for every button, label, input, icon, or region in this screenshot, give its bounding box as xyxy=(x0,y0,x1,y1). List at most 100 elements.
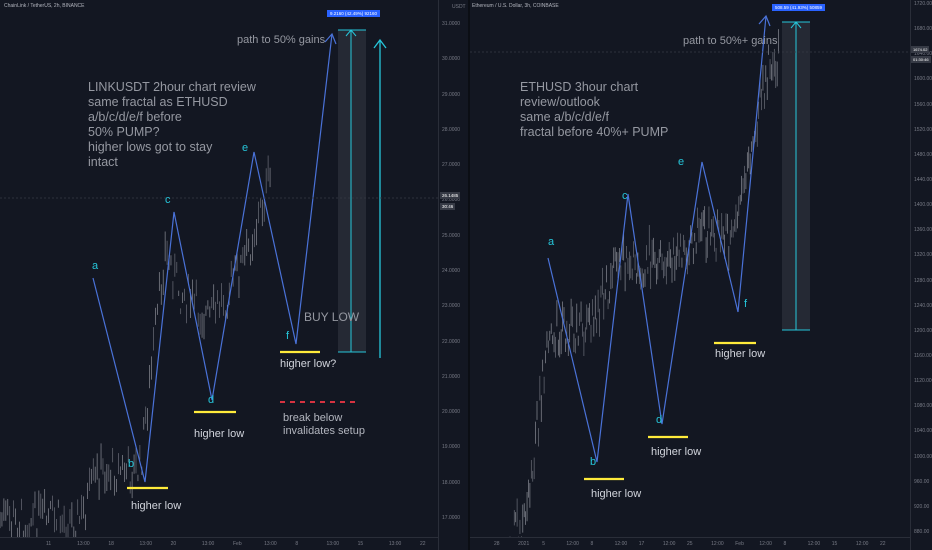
left-wave-f: f xyxy=(286,330,290,342)
time-tick: 12:00 xyxy=(759,541,772,547)
price-tick: 1600.00 xyxy=(914,76,932,83)
price-tick: 22.0000 xyxy=(442,338,461,345)
price-tick: 20.0000 xyxy=(442,409,461,416)
time-tick: 13:00 xyxy=(201,541,215,547)
left-candles xyxy=(0,155,271,550)
right-wave-d: d xyxy=(656,414,663,426)
left-path-note: path to 50% gains xyxy=(237,34,326,46)
ethusd-chart-pane[interactable]: Ethereum / U.S. Dollar, 3h, COINBASE ETH… xyxy=(470,0,910,550)
price-tick: 1160.00 xyxy=(914,353,932,359)
left-ticker-label: ChainLink / TetherUS, 2h, BINANCE xyxy=(4,3,85,9)
time-tick: 12:00 xyxy=(566,541,579,547)
price-tick: 23.0000 xyxy=(442,303,461,310)
time-tick: 13:00 xyxy=(264,541,277,547)
right-wave-b: b xyxy=(590,456,597,468)
price-tick: 960.00 xyxy=(914,478,930,485)
price-tick: 1640.00 xyxy=(914,51,932,58)
price-tick: 1360.00 xyxy=(914,227,932,234)
price-tick: 1200.00 xyxy=(914,327,932,334)
price-tick: 1480.00 xyxy=(914,151,932,158)
price-tick: 21.0000 xyxy=(442,373,461,380)
right-ticker-label: Ethereum / U.S. Dollar, 3h, COINBASE xyxy=(472,3,559,9)
left-wave-e: e xyxy=(242,142,249,154)
price-tick: 24.0000 xyxy=(442,268,461,274)
time-tick: 2021 xyxy=(518,541,530,547)
price-tick: 17.0000 xyxy=(442,515,461,521)
time-tick: 11 xyxy=(46,541,52,547)
left-wave-line xyxy=(92,33,333,483)
pane-divider[interactable] xyxy=(468,0,470,550)
right-time-axis[interactable]: 28 2021 5 12:00 8 12:00 17 12:00 25 12:00 Feb 12:00… xyxy=(470,537,910,550)
right-wave-c: c xyxy=(622,190,628,202)
left-price-axis[interactable]: 31.0000 30.0000 29.0000 28.0000 27.0000 26.00… xyxy=(438,0,469,550)
price-tick: 25.0000 xyxy=(442,232,461,239)
right-wave-f: f xyxy=(744,298,748,310)
right-wave-a: a xyxy=(548,236,555,248)
price-tick: 18.0000 xyxy=(442,479,461,486)
time-tick: 12:00 xyxy=(855,541,869,547)
right-price-box: 508.59 (41.93%) 50859 xyxy=(772,4,826,11)
left-current-price-tag: 26.1485 xyxy=(440,192,461,199)
linkusdt-chart-pane[interactable]: ChainLink / TetherUS, 2h, BINANCE LINKUS… xyxy=(0,0,438,550)
price-tick: 19.0000 xyxy=(442,444,461,451)
time-tick: 22 xyxy=(420,541,426,547)
left-break-note: break below invalidates setup xyxy=(283,412,365,437)
right-higher-low-label-2: higher low xyxy=(651,446,702,458)
time-tick: 13:00 xyxy=(388,541,402,547)
left-wave-c: c xyxy=(165,194,171,206)
price-tick: 1560.00 xyxy=(914,101,932,108)
time-tick: 13:00 xyxy=(326,541,340,547)
price-tick: 920.00 xyxy=(914,503,930,510)
left-title-note: LINKUSDT 2hour chart review same fractal… xyxy=(88,80,256,169)
price-tick: 1320.00 xyxy=(914,252,932,259)
price-tick: 1520.00 xyxy=(914,126,932,133)
right-price-axis[interactable]: 1720.00 1680.00 1640.00 1600.00 1560.00 1520.… xyxy=(910,0,932,550)
right-wave-line xyxy=(547,15,767,463)
left-higher-low-label-2: higher low xyxy=(194,428,245,440)
left-wave-a: a xyxy=(92,260,99,272)
price-tick: 1440.00 xyxy=(914,177,932,183)
price-tick: 26.0000 xyxy=(442,197,461,204)
price-tick: 31.0000 xyxy=(442,21,461,27)
time-tick: 18 xyxy=(108,541,114,547)
time-tick: 8 xyxy=(590,541,594,547)
time-tick: 12:00 xyxy=(662,541,676,547)
time-tick: 5 xyxy=(542,541,546,547)
time-tick: 13:00 xyxy=(139,541,153,547)
right-current-price-tag: 1674.02 xyxy=(911,46,930,53)
time-tick: Feb xyxy=(735,541,744,547)
right-higher-low-label-1: higher low xyxy=(591,488,642,500)
time-tick: 12:00 xyxy=(614,541,628,547)
left-measure-box xyxy=(338,30,366,352)
time-tick: 22 xyxy=(880,541,886,547)
left-wave-d: d xyxy=(208,394,215,406)
price-tick: 1040.00 xyxy=(914,428,932,435)
right-countdown-tag: 01:30:46 xyxy=(911,56,931,63)
currency-label: USDT xyxy=(452,4,466,10)
time-tick: Feb xyxy=(233,541,242,547)
price-tick: 1720.00 xyxy=(914,1,932,7)
time-tick: 12:00 xyxy=(711,541,724,547)
time-tick: 28 xyxy=(494,541,500,547)
price-tick: 1120.00 xyxy=(914,378,932,385)
time-tick: 15 xyxy=(831,541,838,547)
price-tick: 27.0000 xyxy=(442,162,461,169)
price-tick: 30.0000 xyxy=(442,56,461,63)
right-title-note: ETHUSD 3hour chart review/outlook same a… xyxy=(520,80,669,139)
time-tick: 8 xyxy=(783,541,787,547)
left-time-axis[interactable]: 11 13:00 18 13:00 20 13:00 Feb 13:00 8 13:00 15 13:… xyxy=(0,537,438,550)
price-tick: 1240.00 xyxy=(914,302,932,309)
right-wave-e: e xyxy=(678,156,685,168)
price-tick: 28.0000 xyxy=(442,126,461,133)
price-tick: 1400.00 xyxy=(914,202,932,209)
price-tick: 29.0000 xyxy=(442,91,461,98)
price-tick: 1280.00 xyxy=(914,277,932,284)
time-tick: 15 xyxy=(357,541,364,547)
left-chart-svg xyxy=(0,29,438,550)
right-higher-low-label-3: higher low xyxy=(715,348,766,360)
price-tick: 880.00 xyxy=(914,529,930,535)
right-chart-svg xyxy=(470,14,910,550)
time-tick: 13:00 xyxy=(77,541,90,547)
time-tick: 25 xyxy=(687,541,693,547)
left-higher-low-label-1: higher low xyxy=(131,500,182,512)
